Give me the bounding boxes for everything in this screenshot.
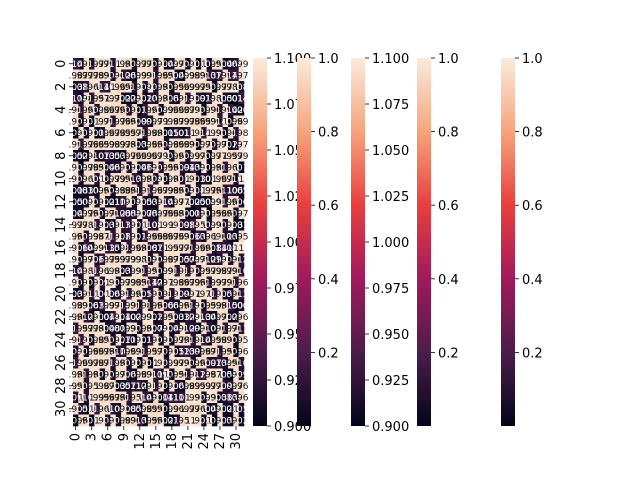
colorbar-tick-label: 0.975 [372,282,409,297]
y-tick-label: 22 [54,308,69,325]
y-tick-label: 24 [54,331,69,348]
colorbar-tick-label: 0.6 [318,199,339,214]
colorbar-tick-label: 1.0 [318,52,339,67]
heatmap-cell-annotation: .95 [234,233,248,243]
y-tick-label: 20 [54,285,69,302]
colorbar-5 [501,58,515,426]
y-tick-label: 4 [54,106,69,114]
x-tick-label: 18 [165,433,180,450]
y-tick-label: 10 [54,170,69,187]
y-tick-label: 28 [54,377,69,394]
colorbar-tick-label: 0.8 [318,126,339,141]
x-tick-label: 0 [69,433,84,441]
heatmap-cell-annotation: .08 [234,83,249,93]
colorbar-1 [253,58,267,426]
heatmap-cell-annotation: 1 [238,244,244,254]
heatmap-cell-annotation: .02 [234,417,248,427]
colorbar-tick-label: 1.100 [372,52,409,67]
colorbar-tick-label: 0.4 [438,273,459,288]
colorbar-tick-label: 1.000 [372,236,409,251]
y-tick-label: 2 [54,83,69,91]
heatmap-annotations: .14.03.97.11.97.97.99.111.98.96.08.97.97… [69,60,249,427]
heatmap-cell-annotation: .01 [234,221,248,231]
heatmap-cell-annotation: .06 [234,302,249,312]
heatmap-cell-annotation: .01 [234,164,248,174]
heatmap-cell-annotation: .96 [234,313,249,323]
y-tick-label: 16 [54,239,69,256]
colorbars: 0.900 0.925 0.950 0.975 1.000 1.025 1.050 1.075… [253,52,543,435]
colorbar-tick-label: 1.025 [372,190,409,205]
colorbar-2 [297,58,311,426]
colorbar-tick-label: 0.2 [522,346,543,361]
colorbar-tick-label: 1.050 [372,144,409,159]
heatmap-cell-annotation: .00 [234,106,249,116]
colorbar-tick-label: 0.950 [372,328,409,343]
y-tick-label: 6 [54,129,69,137]
x-tick-label: 15 [149,433,164,450]
colorbar-tick-label: 1.0 [438,52,459,67]
heatmap-cell-annotation: .10 [234,267,249,277]
heatmap-cell-annotation: .99 [234,60,249,70]
heatmap-cell-annotation: 1 [238,175,244,185]
heatmap-cell-annotation: .96 [234,394,249,404]
x-tick-label: 21 [181,433,196,450]
colorbar-tick-label: 0.4 [522,273,543,288]
colorbar-tick-label: 0.900 [372,420,409,435]
y-tick-label: 12 [54,193,69,210]
heatmap-cell-annotation: .96 [234,382,249,392]
heatmap-cell-annotation: .97 [234,210,248,220]
colorbar-tick-label: 0.2 [318,346,339,361]
x-tick-label: 9 [117,433,132,441]
y-tick-label: 18 [54,262,69,279]
y-tick-label: 14 [54,216,69,233]
y-tick-label: 26 [54,354,69,371]
colorbar-tick-label: 0.6 [438,199,459,214]
colorbar-tick-label: 0.8 [438,126,459,141]
heatmap-cell-annotation: .99 [234,152,249,162]
x-tick-label: 27 [213,433,228,450]
colorbar-4 [417,58,431,426]
heatmap-cell-annotation: .06 [234,198,249,208]
heatmap-cell-annotation: .97 [234,72,248,82]
heatmap-cell-annotation: .96 [234,348,249,358]
colorbar-tick-label: 0.8 [522,126,543,141]
heatmap-cell-annotation: .98 [234,129,249,139]
y-tick-label: 8 [54,152,69,160]
x-tick-label: 3 [85,433,100,441]
colorbar-tick-label: 0.925 [372,374,409,389]
heatmap-cell-annotation: .97 [234,141,248,151]
heatmap-cell-annotation: .99 [234,118,249,128]
heatmap-cell-annotation: .95 [234,336,248,346]
colorbar-3 [351,58,365,426]
x-tick-label: 24 [197,433,212,450]
x-tick-label: 6 [101,433,116,441]
colorbar-tick-label: 1.075 [372,98,409,113]
colorbar-tick-label: 0.4 [318,273,339,288]
y-tick-label: 0 [54,60,69,68]
x-tick-label: 12 [133,433,148,450]
heatmap-cell-annotation: .05 [234,405,248,415]
heatmap-cell-annotation: .12 [234,256,248,266]
colorbar-tick-label: 1.0 [522,52,543,67]
y-tick-label: 30 [54,400,69,417]
colorbar-tick-label: 0.2 [438,346,459,361]
heatmap-cell-annotation: .96 [234,279,249,289]
x-tick-label: 30 [229,433,244,450]
heatmap-cell-annotation: .10 [234,359,249,369]
heatmap-cell-annotation: .09 [234,371,249,381]
colorbar-tick-label: 0.6 [522,199,543,214]
heatmap-cell-annotation: .13 [234,290,248,300]
heatmap-cell-annotation: .11 [234,325,248,335]
heatmap-cell-annotation: .14 [234,95,249,105]
heatmap-cell-annotation: .05 [234,187,248,197]
